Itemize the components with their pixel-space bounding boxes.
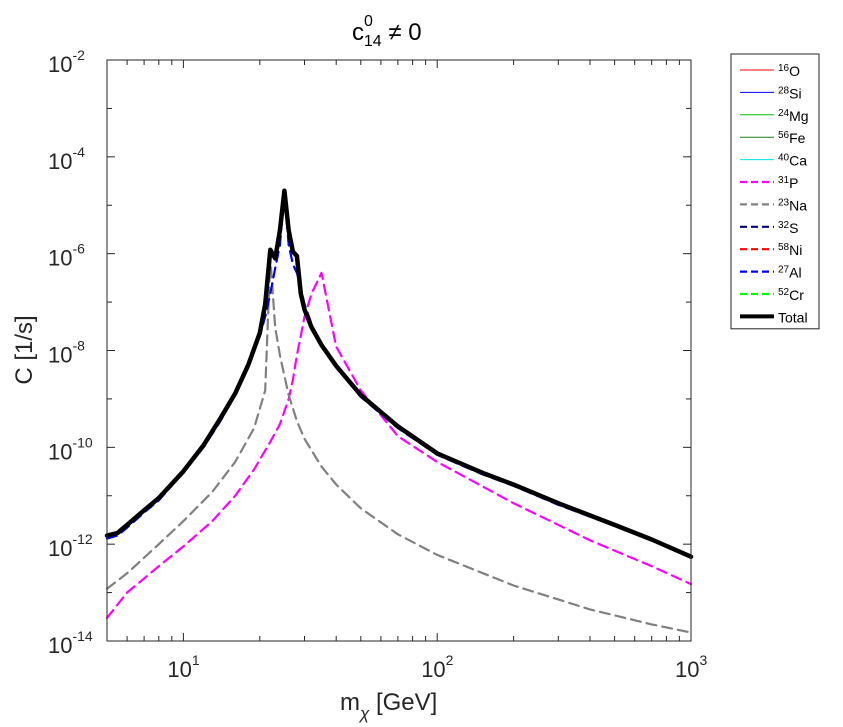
legend-label: 56Fe xyxy=(778,130,806,146)
y-axis-label: C [1/s] xyxy=(11,315,38,384)
x-tick-label: 102 xyxy=(421,652,453,682)
legend-mass: 32 xyxy=(778,220,790,231)
legend-label: 40Ca xyxy=(778,153,807,169)
chart-title: c0 14 ≠ 0 xyxy=(352,13,422,50)
y-tick-exp: -2 xyxy=(72,47,85,63)
legend-mass: 24 xyxy=(778,108,790,119)
y-tick-base: 10 xyxy=(48,52,72,77)
x-tick-exp: 2 xyxy=(446,652,454,668)
y-tick-base: 10 xyxy=(48,536,72,561)
y-tick-base: 10 xyxy=(48,149,72,174)
x-tick-exp: 3 xyxy=(699,652,707,668)
legend-element: Total xyxy=(778,309,808,325)
xlabel-rest: [GeV] xyxy=(369,689,437,716)
title-base: c xyxy=(352,19,364,46)
y-tick-exp: -6 xyxy=(72,241,85,257)
y-tick-exp: -14 xyxy=(72,628,92,644)
plot-background xyxy=(107,60,691,641)
legend-element: Ni xyxy=(789,242,802,258)
legend-element: P xyxy=(789,175,798,191)
y-tick-exp: -8 xyxy=(72,338,85,354)
legend-mass: 40 xyxy=(778,153,790,164)
legend-mass: 16 xyxy=(778,63,790,74)
y-tick-label: 10-2 xyxy=(48,47,85,77)
series-line-23Na xyxy=(105,257,693,634)
legend-mass: 31 xyxy=(778,175,790,186)
legend-label: 24Mg xyxy=(778,108,809,124)
legend-element: Cr xyxy=(789,287,804,303)
y-tick-exp: -12 xyxy=(72,531,92,547)
legend-label: 28Si xyxy=(778,85,802,101)
y-tick-label: 10-4 xyxy=(48,144,85,174)
y-tick-base: 10 xyxy=(48,633,72,658)
title-rest: ≠ 0 xyxy=(382,19,422,46)
legend-label: Total xyxy=(778,309,808,325)
y-tick-label: 10-6 xyxy=(48,241,85,271)
legend-mass: 58 xyxy=(778,242,790,253)
legend-element: O xyxy=(789,63,800,79)
xlabel-sub: χ xyxy=(358,704,370,723)
legend-element: Mg xyxy=(789,108,808,124)
legend-mass: 52 xyxy=(778,287,790,298)
legend-element: Al xyxy=(789,265,801,281)
series-line-31P xyxy=(105,271,693,619)
plot-area: 101 102 10310-1410-1210-1010-810-610-410-2… xyxy=(11,13,707,723)
legend-mass: 28 xyxy=(778,85,790,96)
legend-box xyxy=(730,53,820,330)
legend: 16O28Si24Mg56Fe40Ca31P23Na32S58Ni27Al52C… xyxy=(730,53,820,330)
legend-label: 23Na xyxy=(778,197,807,213)
y-tick-base: 10 xyxy=(48,343,72,368)
legend-label: 27Al xyxy=(778,265,802,281)
x-tick-base: 10 xyxy=(675,657,699,682)
title-sup: 0 xyxy=(364,13,373,30)
x-axis-label: mχ [GeV] xyxy=(340,689,437,723)
legend-label: 58Ni xyxy=(778,242,802,258)
title-sub: 14 xyxy=(364,33,382,50)
x-tick-label: 101 xyxy=(167,652,199,682)
y-tick-base: 10 xyxy=(48,439,72,464)
legend-label: 52Cr xyxy=(778,287,804,303)
legend-element: S xyxy=(789,220,798,236)
y-tick-exp: -10 xyxy=(72,434,92,450)
legend-label: 31P xyxy=(778,175,798,191)
xlabel-base: m xyxy=(340,689,360,716)
x-tick-base: 10 xyxy=(167,657,191,682)
series-line-Total xyxy=(104,188,694,559)
y-tick-exp: -4 xyxy=(72,144,85,160)
legend-mass: 56 xyxy=(778,130,790,141)
y-tick-label: 10-8 xyxy=(48,338,85,368)
x-tick-base: 10 xyxy=(421,657,445,682)
legend-element: Si xyxy=(789,85,801,101)
x-tick-exp: 1 xyxy=(192,652,200,668)
y-tick-label: 10-10 xyxy=(48,434,93,464)
legend-mass: 23 xyxy=(778,197,790,208)
legend-element: Na xyxy=(789,197,807,213)
y-tick-base: 10 xyxy=(48,246,72,271)
x-tick-label: 103 xyxy=(675,652,707,682)
legend-element: Fe xyxy=(789,130,806,146)
legend-element: Ca xyxy=(789,153,807,169)
legend-mass: 27 xyxy=(778,265,790,276)
plot-frame xyxy=(106,59,692,642)
y-tick-label: 10-14 xyxy=(48,628,93,658)
legend-label: 16O xyxy=(778,63,800,79)
y-tick-label: 10-12 xyxy=(48,531,93,561)
legend-label: 32S xyxy=(778,220,798,236)
